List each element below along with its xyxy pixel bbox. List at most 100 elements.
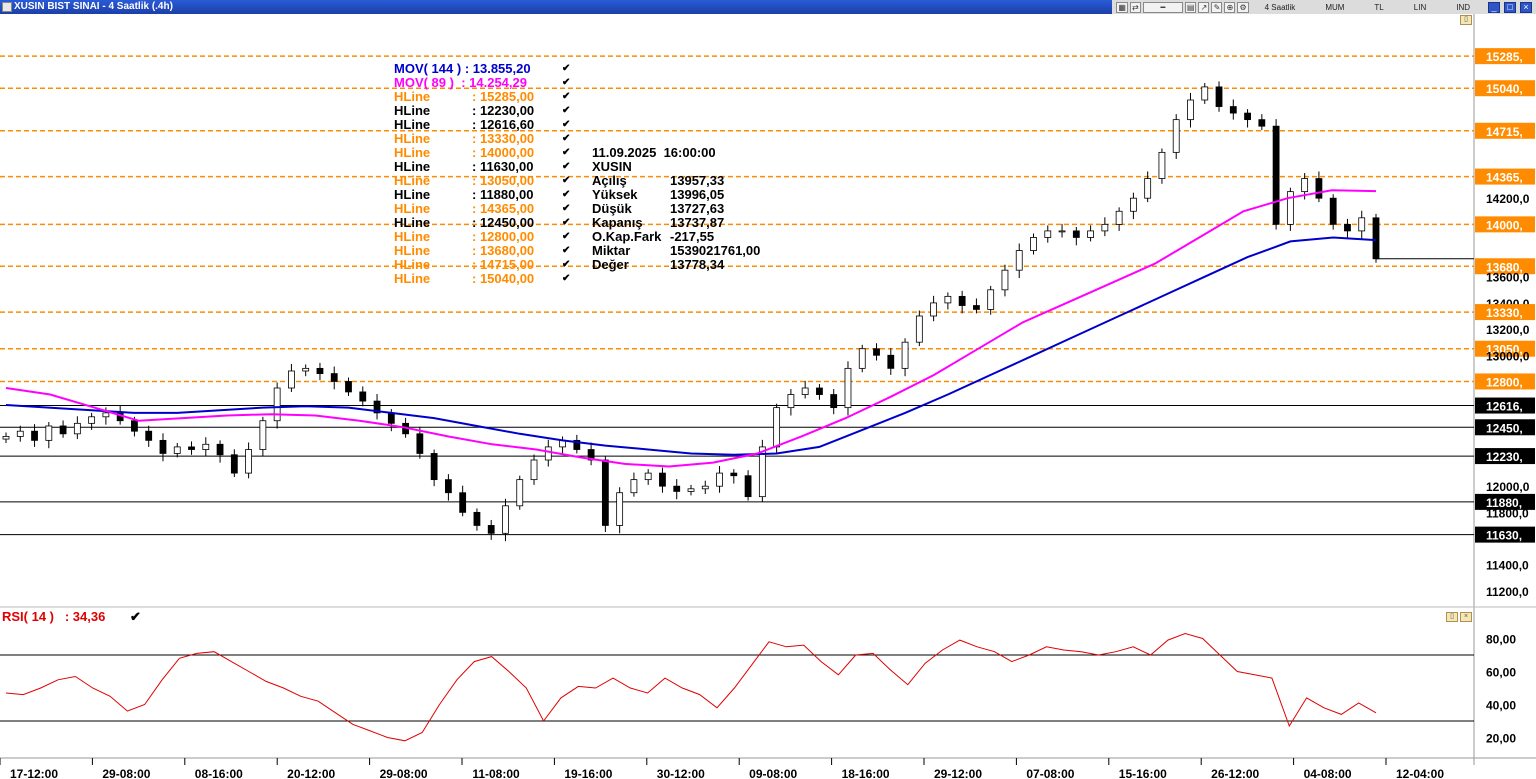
close-icon[interactable]: × bbox=[1520, 1, 1532, 13]
candle-body bbox=[316, 367, 324, 375]
time-tick-label: 08-16:00 bbox=[195, 767, 243, 779]
candle-body bbox=[230, 454, 238, 474]
candle-body bbox=[901, 341, 909, 369]
candle-body bbox=[1258, 119, 1266, 127]
info-row: Kapanış 13737,87 bbox=[592, 215, 725, 230]
visibility-check-icon[interactable]: ✔ bbox=[562, 217, 571, 228]
indicator-icon[interactable]: ↗ bbox=[1198, 1, 1210, 13]
candle-body bbox=[387, 412, 395, 424]
info-row: Değer 13778,34 bbox=[592, 257, 725, 272]
pane-maximize-icon[interactable]: ▯ bbox=[1446, 612, 1458, 622]
candle-body bbox=[444, 479, 452, 494]
candle-body bbox=[131, 420, 138, 432]
rsi-check-icon[interactable]: ✔ bbox=[130, 609, 141, 624]
hline-legend[interactable]: HLine: 15040,00 bbox=[394, 271, 535, 286]
hline-legend[interactable]: HLine: 14365,00 bbox=[394, 201, 535, 216]
hline-legend[interactable]: HLine: 11630,00 bbox=[394, 159, 534, 174]
time-tick-label: 29-08:00 bbox=[380, 767, 428, 779]
pane-maximize-icon[interactable]: ▯ bbox=[1460, 15, 1472, 25]
candle-body bbox=[459, 492, 467, 513]
hline-legend[interactable]: HLine: 12230,00 bbox=[394, 103, 535, 118]
candle-body bbox=[31, 430, 38, 441]
candle-body bbox=[787, 394, 795, 409]
minimize-icon[interactable]: _ bbox=[1488, 1, 1500, 13]
price-tick-label: 14000, bbox=[1486, 218, 1523, 232]
price-label-bg bbox=[1475, 373, 1535, 390]
period-selector[interactable]: 4 Saatlik bbox=[1264, 2, 1296, 12]
candle-body bbox=[1001, 269, 1009, 291]
settings-icon[interactable]: ⚙ bbox=[1237, 1, 1249, 13]
visibility-check-icon[interactable]: ✔ bbox=[562, 245, 571, 256]
visibility-check-icon[interactable]: ✔ bbox=[562, 161, 571, 172]
candle-body bbox=[915, 315, 923, 343]
visibility-check-icon[interactable]: ✔ bbox=[562, 63, 571, 74]
visibility-check-icon[interactable]: ✔ bbox=[562, 77, 571, 88]
visibility-check-icon[interactable]: ✔ bbox=[562, 105, 571, 116]
mov89-legend[interactable]: MOV( 89 ) : 14.254,29 bbox=[394, 75, 527, 90]
visibility-check-icon[interactable]: ✔ bbox=[562, 175, 571, 186]
pane-close-icon[interactable]: × bbox=[1460, 612, 1472, 622]
indicator-selector[interactable]: IND bbox=[1456, 2, 1470, 12]
grid-icon[interactable]: ▤ bbox=[1184, 1, 1197, 13]
visibility-check-icon[interactable]: ✔ bbox=[562, 259, 571, 270]
period-dropdown[interactable]: ━ bbox=[1142, 1, 1183, 13]
mov144-legend[interactable]: MOV( 144 ) : 13.855,20 bbox=[394, 61, 531, 76]
zoom-icon[interactable]: ⊕ bbox=[1224, 1, 1236, 13]
candle-body bbox=[758, 446, 766, 498]
mov89-line bbox=[5, 189, 1377, 468]
scale-selector[interactable]: LIN bbox=[1413, 2, 1427, 12]
visibility-check-icon[interactable]: ✔ bbox=[562, 91, 571, 102]
price-tick-label: 11800,0 bbox=[1486, 506, 1529, 520]
time-tick-label: 12-04:00 bbox=[1396, 767, 1444, 779]
rsi-tick-label: 40,00 bbox=[1486, 699, 1516, 713]
currency-selector[interactable]: TL bbox=[1374, 2, 1384, 12]
price-label-bg bbox=[1475, 258, 1535, 275]
visibility-check-icon[interactable]: ✔ bbox=[562, 203, 571, 214]
time-tick-label: 11-08:00 bbox=[472, 767, 520, 779]
visibility-check-icon[interactable]: ✔ bbox=[562, 147, 571, 158]
hline-legend[interactable]: HLine: 13330,00 bbox=[394, 131, 535, 146]
time-tick-label: 26-12:00 bbox=[1211, 767, 1259, 779]
price-tick-label: 12800, bbox=[1486, 375, 1523, 389]
price-tick-label: 14715, bbox=[1486, 125, 1523, 139]
visibility-check-icon[interactable]: ✔ bbox=[562, 119, 571, 130]
chart-canvas[interactable]: 15285, 15040, 14715, 14365, 14200,0 14000, 136… bbox=[0, 14, 1536, 779]
visibility-check-icon[interactable]: ✔ bbox=[562, 133, 571, 144]
hline-legend[interactable]: HLine: 14000,00 bbox=[394, 145, 535, 160]
candle-body bbox=[487, 525, 495, 534]
hline-legend[interactable]: HLine: 13680,00 bbox=[394, 243, 535, 258]
visibility-check-icon[interactable]: ✔ bbox=[562, 273, 571, 284]
price-tick-label: 12000,0 bbox=[1486, 480, 1530, 494]
info-row: Düşük 13727,63 bbox=[592, 201, 725, 216]
visibility-check-icon[interactable]: ✔ bbox=[562, 189, 571, 200]
candle-body bbox=[1144, 178, 1152, 199]
maximize-icon[interactable]: □ bbox=[1504, 1, 1516, 13]
candle-body bbox=[544, 446, 552, 461]
info-row: Yüksek 13996,05 bbox=[592, 187, 725, 202]
candle-body bbox=[173, 446, 181, 454]
price-label-bg bbox=[1475, 526, 1535, 543]
price-label-bg bbox=[1475, 80, 1535, 97]
hline-legend[interactable]: HLine: 12450,00 bbox=[394, 215, 535, 230]
hline-legend[interactable]: HLine: 11880,00 bbox=[394, 187, 534, 202]
candle-body bbox=[330, 373, 338, 382]
hline-legend[interactable]: HLine: 14715,00 bbox=[394, 257, 535, 272]
rsi-tick-label: 60,00 bbox=[1486, 666, 1516, 680]
price-tick-label: 15285, bbox=[1486, 50, 1523, 64]
candle-body bbox=[716, 472, 723, 487]
price-label-bg bbox=[1475, 304, 1535, 321]
candle-body bbox=[202, 443, 210, 450]
compare-icon[interactable]: ⇄ bbox=[1129, 1, 1141, 13]
candle-body bbox=[1272, 125, 1280, 225]
hline-legend[interactable]: HLine: 12800,00 bbox=[394, 229, 535, 244]
hline-legend[interactable]: HLine: 12616,60 bbox=[394, 117, 535, 132]
style-selector[interactable]: MUM bbox=[1325, 2, 1345, 12]
visibility-check-icon[interactable]: ✔ bbox=[562, 231, 571, 242]
draw-icon[interactable]: ✎ bbox=[1211, 1, 1223, 13]
rsi-legend[interactable]: RSI( 14 ) : 34,36 bbox=[2, 609, 106, 624]
hline-legend[interactable]: HLine: 13050,00 bbox=[394, 173, 535, 188]
price-label-bg bbox=[1475, 397, 1535, 414]
chart-type-icon[interactable]: ▦ bbox=[1116, 1, 1128, 13]
candle-body bbox=[1301, 178, 1309, 193]
hline-legend[interactable]: HLine: 15285,00 bbox=[394, 89, 535, 104]
